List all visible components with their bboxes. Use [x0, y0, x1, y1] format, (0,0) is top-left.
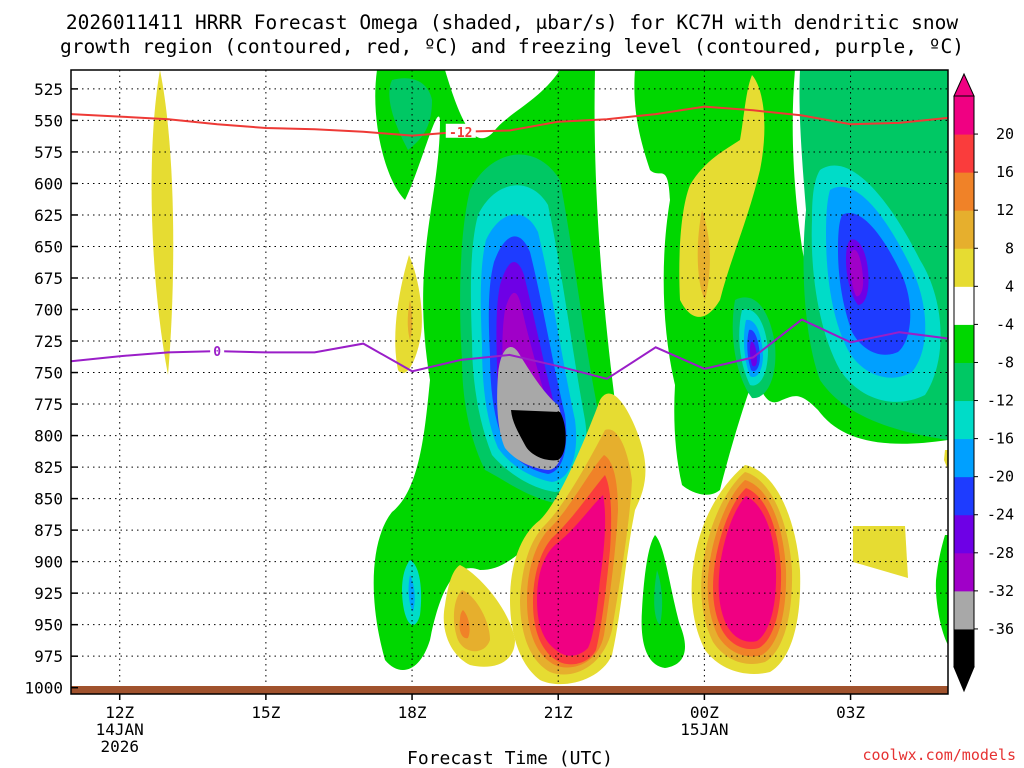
colorbar-tick-label: 20	[996, 125, 1014, 143]
omega-yellow-edge-east	[944, 450, 948, 470]
ground-terrain	[71, 686, 948, 694]
colorbar-swatch	[954, 96, 974, 135]
colorbar-swatch	[954, 590, 974, 630]
omega-green-2130z	[641, 535, 685, 668]
plot-frame	[70, 69, 949, 695]
colorbar-swatch	[954, 324, 974, 363]
x-tick-label: 2026	[100, 737, 139, 756]
y-tick-label: 725	[34, 332, 63, 351]
colorbar-swatch	[954, 210, 974, 249]
omega-teal-region-main	[389, 78, 432, 150]
colorbar-tick-label: -20	[987, 468, 1014, 486]
colorbar-tick-label: -16	[987, 430, 1014, 448]
freezing-level-contour-line-label: 0	[213, 345, 221, 360]
colorbar-swatch	[954, 476, 974, 516]
colorbar-swatch	[954, 400, 974, 440]
colorbar: 20 16 12 8 4 -4 -8 -12 -16 -20 -24 -28 -32 -36	[953, 72, 1014, 693]
colorbar-tick-label: -12	[987, 392, 1014, 410]
y-tick-label: 600	[34, 174, 63, 193]
omega-darkorange-19z	[459, 610, 470, 639]
x-tick-label: 15Z	[251, 703, 280, 722]
colorbar-tick-label: -28	[987, 544, 1014, 562]
omega-shading	[151, 70, 948, 685]
y-tick-label: 525	[34, 80, 63, 99]
y-tick-label: 775	[34, 395, 63, 414]
dgz-contour-line	[71, 105, 948, 137]
x-tick-label: 12Z	[105, 703, 134, 722]
y-tick-label: 675	[34, 269, 63, 288]
y-axis: 525 550 575 600 625 650 675 700 725 750 775 800 825 8…	[24, 80, 78, 698]
y-tick-label: 950	[34, 616, 63, 635]
colorbar-tick-label: 8	[1005, 239, 1014, 257]
omega-green-edge-east	[935, 535, 948, 645]
colorbar-swatch	[954, 248, 974, 287]
colorbar-tick-label: 16	[996, 163, 1014, 181]
colorbar-bottom-arrow	[953, 666, 975, 693]
omega-orange-18z	[407, 300, 413, 340]
y-tick-label: 975	[34, 647, 63, 666]
colorbar-swatch	[954, 286, 974, 325]
x-tick-label: 21Z	[544, 703, 573, 722]
x-tick-label: 18Z	[398, 703, 427, 722]
omega-black-region-main	[511, 410, 566, 461]
colorbar-tick-label: 12	[996, 201, 1014, 219]
y-tick-label: 850	[34, 490, 63, 509]
colorbar-tick-label: -4	[996, 315, 1014, 333]
y-tick-label: 925	[34, 584, 63, 603]
omega-magenta-region-21z	[537, 495, 606, 656]
y-tick-label: 650	[34, 237, 63, 256]
omega-yellow-band-12z	[151, 70, 174, 375]
omega-purple-region-east-high	[850, 249, 864, 297]
x-tick-label: 03Z	[836, 703, 865, 722]
y-tick-label: 1000	[24, 679, 63, 698]
contour-lines: -12 0	[71, 105, 948, 380]
y-tick-label: 900	[34, 553, 63, 572]
colorbar-top-arrow	[953, 72, 975, 97]
freezing-level-contour-line-label-bg	[210, 343, 225, 358]
x-tick-label: 15JAN	[680, 720, 728, 739]
y-tick-label: 875	[34, 521, 63, 540]
colorbar-swatch	[954, 438, 974, 478]
omega-teal-2130z	[654, 570, 663, 625]
y-tick-label: 700	[34, 301, 63, 320]
omega-magenta-region-01z	[718, 496, 777, 642]
colorbar-swatch	[954, 134, 974, 173]
colorbar-tick-label: -8	[996, 353, 1014, 371]
colorbar-swatch	[954, 514, 974, 554]
x-tick-label: 14JAN	[96, 720, 144, 739]
omega-yellow-03z	[853, 526, 908, 578]
credit-text: coolwx.com/models	[862, 746, 1016, 764]
chart-title-line-2: growth region (contoured, red, ºC) and f…	[60, 35, 964, 58]
colorbar-tick-label: 4	[1005, 277, 1014, 295]
y-tick-label: 550	[34, 111, 63, 130]
colorbar-frame	[953, 95, 975, 668]
omega-orange-region-east	[697, 210, 710, 300]
omega-indigo-region-east-low	[749, 341, 757, 367]
x-axis-label: Forecast Time (UTC)	[407, 748, 613, 768]
y-tick-label: 825	[34, 458, 63, 477]
plot-area: -12 0	[71, 70, 948, 694]
dgz-contour-line-label-bg	[445, 123, 476, 138]
y-tick-label: 575	[34, 143, 63, 162]
colorbar-swatch	[954, 172, 974, 211]
y-tick-label: 625	[34, 206, 63, 225]
y-tick-label: 750	[34, 364, 63, 383]
x-tick-label: 00Z	[690, 703, 719, 722]
colorbar-swatch	[954, 628, 974, 668]
dgz-contour-line-label: -12	[449, 126, 472, 141]
y-tick-label: 800	[34, 427, 63, 446]
colorbar-tick-label: -32	[987, 582, 1014, 600]
chart-title-line-1: 2026011411 HRRR Forecast Omega (shaded, …	[66, 11, 958, 34]
colorbar-swatch	[954, 362, 974, 402]
colorbar-tick-label: -36	[987, 620, 1014, 638]
colorbar-tick-label: -24	[987, 506, 1014, 524]
colorbar-swatch	[954, 552, 974, 592]
